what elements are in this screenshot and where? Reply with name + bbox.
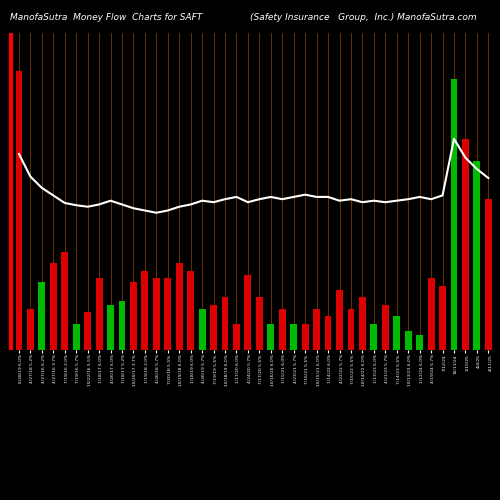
Bar <box>73 324 80 350</box>
Bar <box>27 308 34 350</box>
Bar <box>244 274 252 350</box>
Bar <box>313 308 320 350</box>
Text: ManofaSutra  Money Flow  Charts for SAFT: ManofaSutra Money Flow Charts for SAFT <box>10 13 202 22</box>
Bar <box>153 278 160 350</box>
Bar <box>485 199 492 350</box>
Bar <box>348 308 354 350</box>
Bar <box>233 324 240 350</box>
Bar <box>118 301 126 350</box>
Bar <box>462 139 469 350</box>
Bar <box>38 282 46 350</box>
Bar <box>359 297 366 350</box>
Bar <box>382 305 388 350</box>
Bar <box>62 252 68 350</box>
Bar <box>256 297 263 350</box>
Bar <box>450 78 458 350</box>
Bar <box>405 331 411 350</box>
Bar <box>187 271 194 350</box>
Bar <box>210 305 217 350</box>
Bar <box>16 71 22 350</box>
Bar <box>176 264 182 350</box>
Bar <box>416 335 423 350</box>
Bar <box>439 286 446 350</box>
Bar <box>50 264 56 350</box>
Bar <box>268 324 274 350</box>
Text: (Safety Insurance   Group,  Inc.) ManofaSutra.com: (Safety Insurance Group, Inc.) ManofaSut… <box>250 13 476 22</box>
Bar <box>302 324 308 350</box>
Bar <box>164 278 171 350</box>
Bar <box>324 316 332 350</box>
Bar <box>198 308 205 350</box>
Bar <box>474 162 480 350</box>
Bar <box>279 308 285 350</box>
Bar <box>130 282 137 350</box>
Bar <box>84 312 91 350</box>
Bar <box>394 316 400 350</box>
Bar <box>336 290 343 350</box>
Bar <box>290 324 297 350</box>
Bar <box>428 278 434 350</box>
Bar <box>96 278 102 350</box>
Bar <box>222 297 228 350</box>
Bar <box>142 271 148 350</box>
Bar <box>107 305 114 350</box>
Bar <box>370 324 378 350</box>
